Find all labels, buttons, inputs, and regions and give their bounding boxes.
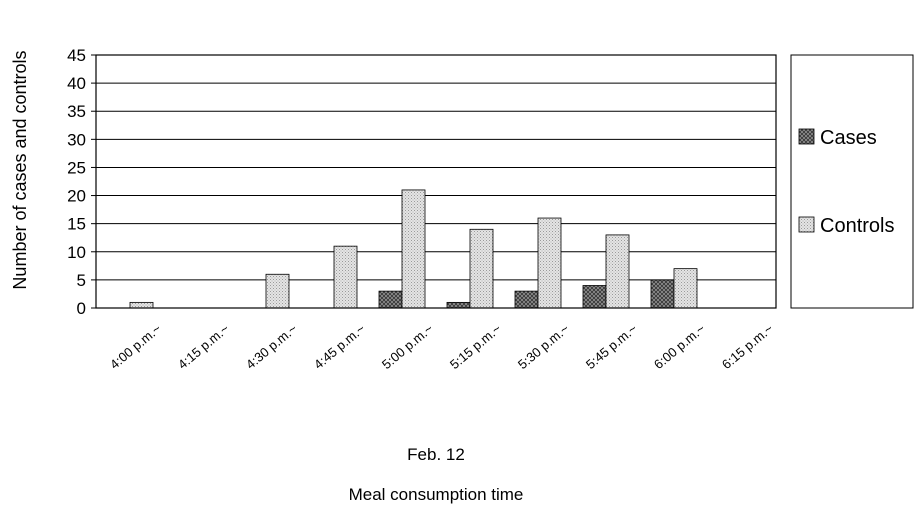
- x-tick-label: 6:15 p.m.~: [719, 321, 776, 372]
- bar-cases-8: [650, 279, 675, 309]
- legend-label-cases: Cases: [820, 127, 877, 149]
- y-axis-title: Number of cases and controls: [10, 50, 30, 289]
- bar-controls-5: [469, 228, 494, 309]
- x-tick-label: 4:00 p.m.~: [107, 321, 164, 372]
- legend-swatch-cases: [798, 128, 815, 145]
- y-tick-label: 25: [67, 158, 86, 177]
- bars: [129, 189, 698, 309]
- y-tick-label: 40: [67, 74, 86, 93]
- bar-controls-4: [401, 189, 426, 309]
- bar-cases-5: [446, 301, 471, 309]
- x-tick-label: 5:15 p.m.~: [447, 321, 504, 372]
- y-tick-label: 10: [67, 243, 86, 262]
- x-tick-label: 5:45 p.m.~: [583, 321, 640, 372]
- bar-cases-7: [582, 285, 607, 309]
- bar-controls-6: [537, 217, 562, 309]
- y-tick-label: 45: [67, 46, 86, 65]
- x-tick-label: 6:00 p.m.~: [651, 321, 708, 372]
- legend-box: [790, 54, 914, 309]
- bar-controls-3: [333, 245, 358, 309]
- bar-controls-0: [129, 301, 154, 309]
- plot-area-frame: [95, 54, 777, 309]
- y-tick-label: 15: [67, 215, 86, 234]
- bar-cases-4: [378, 290, 403, 309]
- bar-cases-6: [514, 290, 539, 309]
- x-tick-label: 4:30 p.m.~: [243, 321, 300, 372]
- y-tick-label: 0: [77, 299, 86, 318]
- y-tick-label: 20: [67, 187, 86, 206]
- bar-controls-2: [265, 273, 290, 309]
- x-axis-title-line1: Feb. 12: [407, 445, 465, 464]
- legend-label-controls: Controls: [820, 215, 894, 237]
- y-axis-ticks: 0 5 10 15 20 25 30 35 40 45: [67, 46, 96, 318]
- x-tick-label: 5:30 p.m.~: [515, 321, 572, 372]
- gridlines: [96, 82, 776, 281]
- y-tick-label: 30: [67, 130, 86, 149]
- x-tick-label: 5:00 p.m.~: [379, 321, 436, 372]
- y-tick-label: 5: [77, 271, 86, 290]
- x-axis-ticks: 4:00 p.m.~ 4:15 p.m.~ 4:30 p.m.~ 4:45 p.m.~…: [107, 321, 776, 372]
- x-axis-title-line2: Meal consumption time: [349, 485, 524, 504]
- bar-controls-7: [605, 234, 630, 309]
- legend-swatch-controls: [798, 216, 815, 233]
- y-tick-label: 35: [67, 102, 86, 121]
- legend: Cases Controls: [790, 54, 914, 309]
- bar-controls-8: [673, 268, 698, 309]
- x-tick-label: 4:15 p.m.~: [175, 321, 232, 372]
- x-tick-label: 4:45 p.m.~: [311, 321, 368, 372]
